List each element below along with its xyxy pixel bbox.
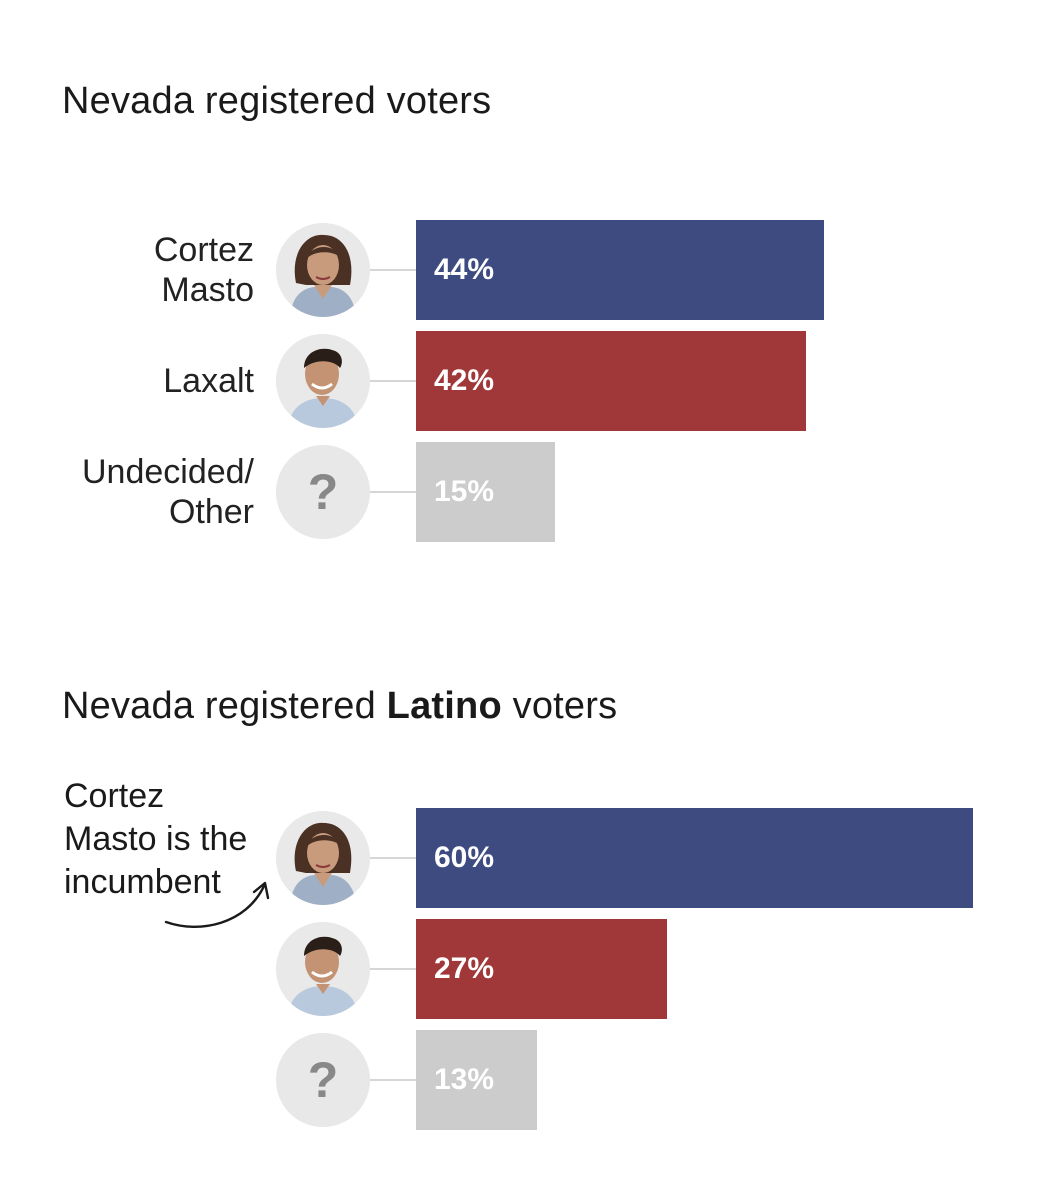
cortez-masto-photo (276, 811, 370, 905)
bar: 60% (416, 808, 973, 908)
connector-line (370, 857, 416, 859)
annotation-arrow-icon (164, 881, 270, 928)
chart-1-row: Undecided/ Other? 15% (0, 442, 1044, 542)
connector-line (370, 380, 416, 382)
laxalt-photo (276, 922, 370, 1016)
category-label: Laxalt (163, 362, 254, 400)
bar-value-label: 13% (434, 1063, 495, 1096)
svg-text:?: ? (308, 1052, 339, 1108)
chart-2-title-prefix: Nevada registered (62, 685, 387, 727)
incumbent-annotation: Cortez Masto is the incumbent (64, 777, 248, 901)
bar: 13% (416, 1030, 537, 1130)
question-mark-icon: ? (276, 1033, 370, 1127)
bar: 27% (416, 919, 667, 1019)
bar-value-label: 44% (434, 253, 495, 286)
chart-2-title-bold: Latino (386, 685, 502, 727)
svg-text:?: ? (308, 464, 339, 520)
connector-line (370, 968, 416, 970)
chart-2-row: 27% (0, 919, 1044, 1019)
chart-2-row: ? 13% (0, 1030, 1044, 1130)
chart-1-row: Cortez Masto 44% (0, 220, 1044, 320)
connector-line (370, 1079, 416, 1081)
cortez-masto-photo (276, 223, 370, 317)
laxalt-photo (276, 334, 370, 428)
bar-value-label: 60% (434, 841, 495, 874)
chart-2-title: Nevada registered Latino voters (62, 685, 617, 728)
bar-value-label: 42% (434, 364, 495, 397)
question-mark-icon: ? (276, 445, 370, 539)
chart-1-title: Nevada registered voters (62, 80, 492, 122)
bar-value-label: 27% (434, 952, 495, 985)
chart-2-row: 60% (0, 808, 1044, 908)
category-label: Cortez Masto (153, 231, 254, 309)
chart-2-title-suffix: voters (501, 685, 618, 727)
bar-value-label: 15% (434, 475, 495, 508)
chart-1-row: Laxalt 42% (0, 331, 1044, 431)
connector-line (370, 491, 416, 493)
category-label: Undecided/ Other (81, 453, 254, 531)
bar: 15% (416, 442, 555, 542)
bar: 42% (416, 331, 806, 431)
bar: 44% (416, 220, 824, 320)
connector-line (370, 269, 416, 271)
